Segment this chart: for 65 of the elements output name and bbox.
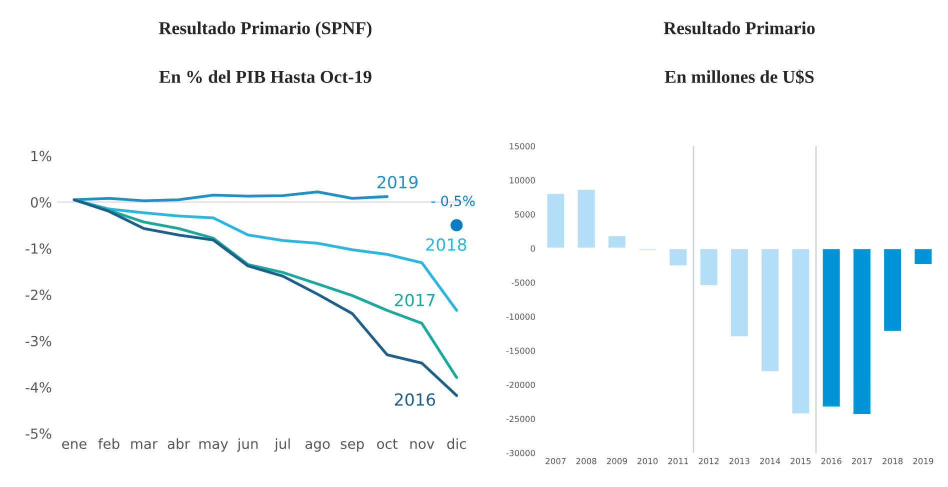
y-tick-label: 15000 (510, 143, 535, 150)
y-tick-label: 0 (530, 245, 535, 252)
x-tick-label: ago (306, 441, 330, 452)
x-tick-label: nov (410, 441, 434, 450)
y-tick-label: 5000 (514, 211, 535, 218)
x-tick-label: 2011 (668, 458, 688, 464)
x-tick-label: ene (62, 441, 86, 450)
y-tick-label: -1% (26, 243, 52, 254)
x-tick-label: 2010 (638, 458, 658, 464)
y-tick-label: 1% (32, 150, 52, 162)
chart-subtitle: En % del PIB Hasta Oct-19 (159, 70, 372, 84)
series-label: 2017 (394, 294, 435, 306)
x-tick-label: 2019 (913, 458, 934, 464)
bar (730, 248, 750, 338)
chart-title: Resultado Primario (SPNF) (158, 22, 372, 38)
x-tick-label: feb (98, 438, 120, 450)
bar (607, 234, 627, 250)
y-tick-label: -30000 (506, 450, 535, 456)
x-tick-label: 2014 (760, 458, 780, 464)
y-tick-label: -5% (26, 428, 52, 439)
x-tick-label: may (199, 441, 228, 452)
x-tick-label: 2018 (882, 458, 903, 464)
bar (638, 248, 658, 252)
x-tick-label: dic (447, 438, 466, 450)
series-label: 2019 (378, 176, 418, 188)
line-series (72, 190, 388, 202)
y-tick-label: -15000 (506, 348, 535, 354)
x-tick-label: sep (340, 441, 364, 452)
bar (576, 188, 596, 250)
bar (546, 192, 566, 250)
y-tick-label: 10000 (510, 177, 535, 184)
x-tick-label: 2007 (546, 458, 566, 464)
chart-subtitle: En millones de U$S (664, 70, 814, 84)
bar (913, 248, 934, 266)
series-label: 2016 (394, 393, 436, 406)
y-tick-label: -4% (26, 382, 52, 393)
y-tick-label: -10000 (506, 314, 535, 320)
bar (760, 248, 780, 372)
x-tick-label: 2015 (790, 458, 811, 464)
bar (698, 248, 719, 287)
y-tick-label: -25000 (506, 416, 535, 422)
bar (882, 248, 902, 332)
y-tick-label: 0% (30, 197, 52, 208)
y-tick-label: -20000 (506, 382, 535, 388)
bar (852, 248, 872, 416)
x-tick-label: jul (274, 438, 290, 452)
data-label: - 0,5% (431, 196, 475, 208)
series-label: 2018 (426, 238, 466, 251)
x-tick-label: mar (131, 441, 158, 450)
x-tick-label: 2016 (821, 458, 842, 464)
y-tick-label: -3% (26, 336, 52, 346)
y-tick-label: -2% (26, 290, 52, 300)
x-tick-label: abr (168, 438, 190, 450)
x-tick-label: 2017 (852, 458, 872, 464)
x-tick-label: 2009 (606, 458, 627, 464)
y-tick-label: -5000 (512, 279, 535, 286)
x-tick-label: jun (237, 438, 258, 452)
bar (668, 248, 688, 267)
x-tick-label: 2008 (576, 458, 596, 464)
x-tick-label: 2013 (729, 458, 750, 464)
x-tick-label: 2012 (698, 458, 719, 464)
x-tick-label: oct (377, 439, 398, 450)
bar (821, 248, 842, 408)
bar (790, 248, 811, 415)
chart-title: Resultado Primario (664, 22, 815, 34)
